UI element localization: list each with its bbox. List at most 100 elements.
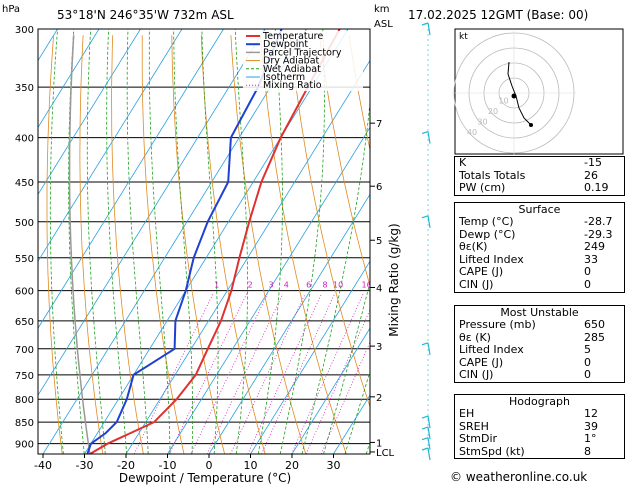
surface-li-value: 33 [584, 252, 598, 266]
mu-cape-value: 0 [584, 355, 591, 369]
hodograph-ring-label: 40 [467, 128, 477, 137]
mixing-ratio-label: 6 [306, 281, 311, 290]
mu-li-row: Lifted Index 5 [455, 344, 624, 357]
isotherm-line [38, 29, 266, 396]
legend-entry: Parcel Trajectory [263, 47, 342, 58]
x-tick-label: 10 [244, 459, 258, 472]
x-tick-label: -40 [34, 459, 52, 472]
stmdir-value: 1° [584, 432, 597, 446]
mixing-ratio-line [305, 308, 370, 454]
wind-barbs [421, 22, 431, 461]
k-index-row: K -15 [455, 156, 624, 170]
wind-barb [427, 22, 431, 36]
surface-theta-value: 249 [584, 240, 605, 254]
surface-dewp-label: Dewp (°C) [459, 227, 516, 241]
pressure-tick-label: 700 [15, 345, 34, 356]
mixing-ratio-line [190, 293, 268, 454]
mixing-ratio-axis-title: Mixing Ratio (g/kg) [387, 223, 401, 336]
mixing-ratio-label: 1 [214, 281, 219, 290]
x-tick-label: 0 [206, 459, 213, 472]
pressure-tick-label: 550 [15, 254, 34, 265]
hodograph-ring-label: 10 [498, 97, 508, 106]
dry-adiabat-line [260, 35, 347, 454]
isotherm-line [291, 327, 370, 454]
hodograph-stats-box: Hodograph EH 12 SREH 39 StmDir 1° StmSpd (k… [454, 394, 625, 460]
k-index-label: K [459, 156, 467, 169]
most-unstable-title: Most Unstable [500, 306, 579, 319]
stmspd-label: StmSpd (kt) [459, 444, 525, 458]
mu-theta-row: θε (K) 285 [455, 331, 624, 345]
chart-title: 53°18'N 246°35'W 732m ASL [57, 8, 234, 22]
wind-barb-flag [421, 437, 429, 441]
wet-adiabat-line [126, 29, 149, 454]
mixing-ratio-line [247, 293, 322, 454]
mixing-ratio-line [206, 293, 284, 454]
km-tick-label: 7 [376, 119, 382, 130]
wind-barb [427, 426, 431, 440]
wind-barb [427, 215, 431, 228]
wind-barb [427, 131, 431, 144]
hodograph-ring-label: 30 [477, 118, 487, 127]
wet-adiabat-line [86, 29, 106, 454]
mixing-ratio-label: 4 [284, 281, 289, 290]
pressure-tick-label: 900 [15, 440, 34, 451]
asl-label: ASL [374, 19, 393, 30]
wet-adiabat-line [257, 29, 283, 454]
km-tick-label: 1 [376, 438, 382, 449]
wind-barb-flag [421, 342, 429, 346]
wind-barb [427, 415, 431, 429]
isotherm-line [38, 29, 224, 329]
sreh-row: SREH 39 [455, 419, 624, 434]
dewpoint-line [86, 29, 283, 454]
pressure-tick-label: 350 [15, 83, 34, 94]
surface-dewp-row: Dewp (°C) -29.3 [455, 227, 624, 242]
pressure-tick-label: 600 [15, 287, 34, 298]
wet-adiabat-line [201, 29, 219, 454]
mixing-ratio-label: 10 [333, 281, 343, 290]
wind-barb-flag [421, 215, 429, 219]
isotherm-line [84, 29, 349, 454]
isotherm-line [38, 29, 141, 196]
sreh-value: 39 [584, 419, 598, 433]
wet-adiabat-line [173, 29, 194, 454]
surface-cape-label: CAPE (J) [459, 265, 504, 279]
most-unstable-box: Most Unstable Pressure (mb) 650 θε (K) 285… [454, 305, 625, 383]
dry-adiabat-line [319, 35, 370, 288]
sreh-label: SREH [459, 419, 489, 433]
datetime-label: 17.02.2025 12GMT (Base: 00) [408, 8, 588, 22]
surface-cin-row: CIN (J) 0 [455, 277, 624, 292]
legend-entry: Temperature [262, 31, 323, 42]
x-tick-label: -10 [159, 459, 177, 472]
dry-adiabat-line [141, 35, 185, 454]
footer-credit[interactable]: © weatheronline.co.uk [450, 470, 588, 484]
mixing-ratio-label: 3 [268, 281, 273, 290]
eh-value: 12 [584, 407, 598, 420]
stmdir-row: StmDir 1° [455, 433, 624, 446]
pressure-tick-label: 650 [15, 317, 34, 328]
pressure-tick-label: 500 [15, 218, 34, 229]
isotherm-line [38, 29, 100, 129]
pressure-tick-label: 750 [15, 371, 34, 382]
stmspd-row: StmSpd (kt) 8 [455, 444, 624, 459]
dry-adiabat-line [171, 35, 225, 454]
mu-cape-row: CAPE (J) 0 [455, 355, 624, 370]
dry-adiabat-line [13, 35, 24, 454]
pw-row: PW (cm) 0.19 [455, 182, 624, 195]
pressure-tick-label: 400 [15, 134, 34, 145]
wind-barb-flag [421, 447, 429, 451]
mu-li-label: Lifted Index [459, 343, 524, 357]
wet-adiabat-line [323, 281, 370, 454]
dry-adiabat-line [200, 35, 266, 454]
hodograph-kt-label: kt [459, 32, 468, 42]
wind-barb [427, 342, 431, 355]
wet-adiabat-line [68, 29, 85, 454]
wind-barb-flag [421, 415, 429, 419]
dry-adiabat-line [289, 35, 370, 408]
km-label: km [374, 4, 390, 15]
storm-motion-marker [511, 93, 517, 99]
km-tick-label: LCL [376, 448, 395, 459]
dry-adiabat-line [79, 35, 104, 454]
mu-li-value: 5 [584, 343, 591, 357]
surface-cin-value: 0 [584, 277, 591, 291]
